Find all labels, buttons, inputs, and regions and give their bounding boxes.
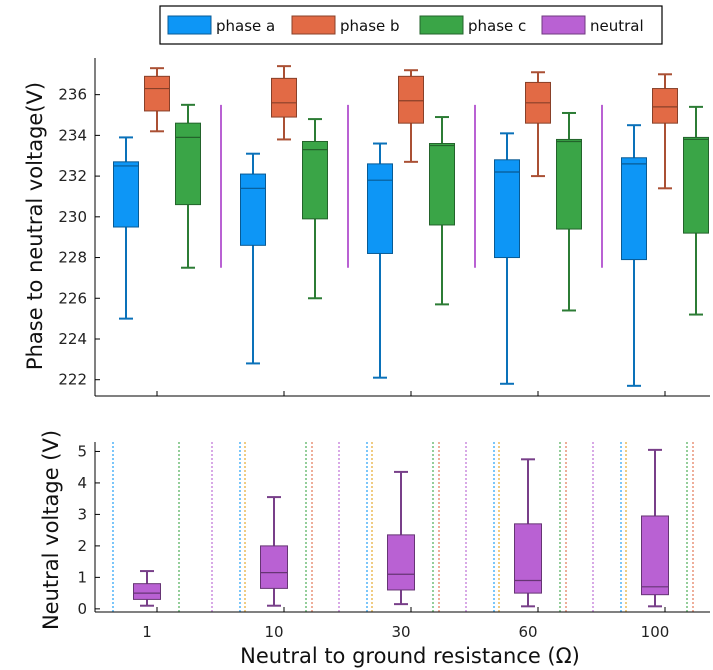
bottom-x-tick-label: 30 <box>391 623 410 641</box>
box-phase-a <box>367 163 393 254</box>
box-phase-c <box>683 136 709 234</box>
box-phase-b <box>271 77 297 118</box>
legend-label: phase c <box>468 17 526 35</box>
legend: phase a phase b phase c neutral <box>159 5 663 45</box>
bottom-x-tick-label: 60 <box>518 623 537 641</box>
top-y-tick-label: 222 <box>58 371 87 389</box>
neutral-box <box>514 523 542 594</box>
top-y-tick-label: 228 <box>58 249 87 267</box>
box-phase-c <box>302 140 328 220</box>
box-phase-c <box>556 138 582 230</box>
legend-swatch-phase-a <box>167 15 212 35</box>
top-y-tick-label: 224 <box>58 330 87 348</box>
neutral-box <box>387 534 415 591</box>
box-phase-c <box>175 122 201 206</box>
bottom-y-axis-label: Neutral voltage (V) <box>39 430 63 630</box>
box-phase-b <box>398 75 424 124</box>
neutral-box <box>641 515 669 596</box>
bottom-y-tick-label: 2 <box>77 537 87 555</box>
box-phase-c <box>429 143 455 226</box>
legend-label: neutral <box>590 17 644 35</box>
legend-swatch-phase-b <box>291 15 336 35</box>
box-phase-a <box>494 159 520 259</box>
bottom-x-axis-label: Neutral to ground resistance (Ω) <box>240 644 580 668</box>
legend-label: phase b <box>340 17 400 35</box>
bottom-y-tick-label: 5 <box>77 442 87 460</box>
top-y-tick-label: 234 <box>58 126 87 144</box>
top-y-tick-label: 232 <box>58 167 87 185</box>
box-phase-a <box>113 161 139 228</box>
box-phase-a <box>621 157 647 261</box>
bottom-y-tick-label: 3 <box>77 505 87 523</box>
legend-swatch-phase-c <box>419 15 464 35</box>
legend-swatch-neutral <box>541 15 586 35</box>
bottom-y-tick-label: 0 <box>77 600 87 618</box>
bottom-x-tick-label: 1 <box>142 623 152 641</box>
legend-label: phase a <box>216 17 275 35</box>
bottom-y-tick-label: 4 <box>77 474 87 492</box>
top-y-tick-label: 230 <box>58 208 87 226</box>
bottom-x-tick-label: 10 <box>264 623 283 641</box>
top-y-tick-label: 226 <box>58 289 87 307</box>
top-panel: 222 224 226 228 230 232 234 236 <box>58 58 710 397</box>
box-phase-b <box>652 88 678 124</box>
neutral-box <box>133 583 161 600</box>
top-y-axis-label: Phase to neutral voltage(V) <box>23 82 47 370</box>
neutral-box <box>260 545 288 589</box>
box-phase-b <box>144 75 170 112</box>
bottom-panel: 0 1 2 3 4 5 1 10 30 60 100 <box>77 442 710 641</box>
bottom-x-tick-label: 100 <box>641 623 670 641</box>
box-phase-a <box>240 173 266 246</box>
top-y-tick-label: 236 <box>58 86 87 104</box>
bottom-y-tick-label: 1 <box>77 568 87 586</box>
